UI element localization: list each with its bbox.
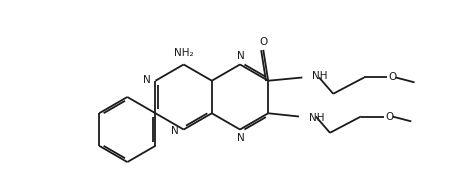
Text: N: N — [143, 75, 151, 85]
Text: NH: NH — [312, 72, 327, 81]
Text: O: O — [386, 112, 394, 121]
Text: N: N — [171, 126, 179, 136]
Text: O: O — [389, 73, 397, 82]
Text: N: N — [237, 51, 245, 61]
Text: NH₂: NH₂ — [174, 48, 193, 58]
Text: NH: NH — [309, 113, 324, 122]
Text: N: N — [237, 133, 245, 143]
Text: O: O — [259, 37, 267, 47]
